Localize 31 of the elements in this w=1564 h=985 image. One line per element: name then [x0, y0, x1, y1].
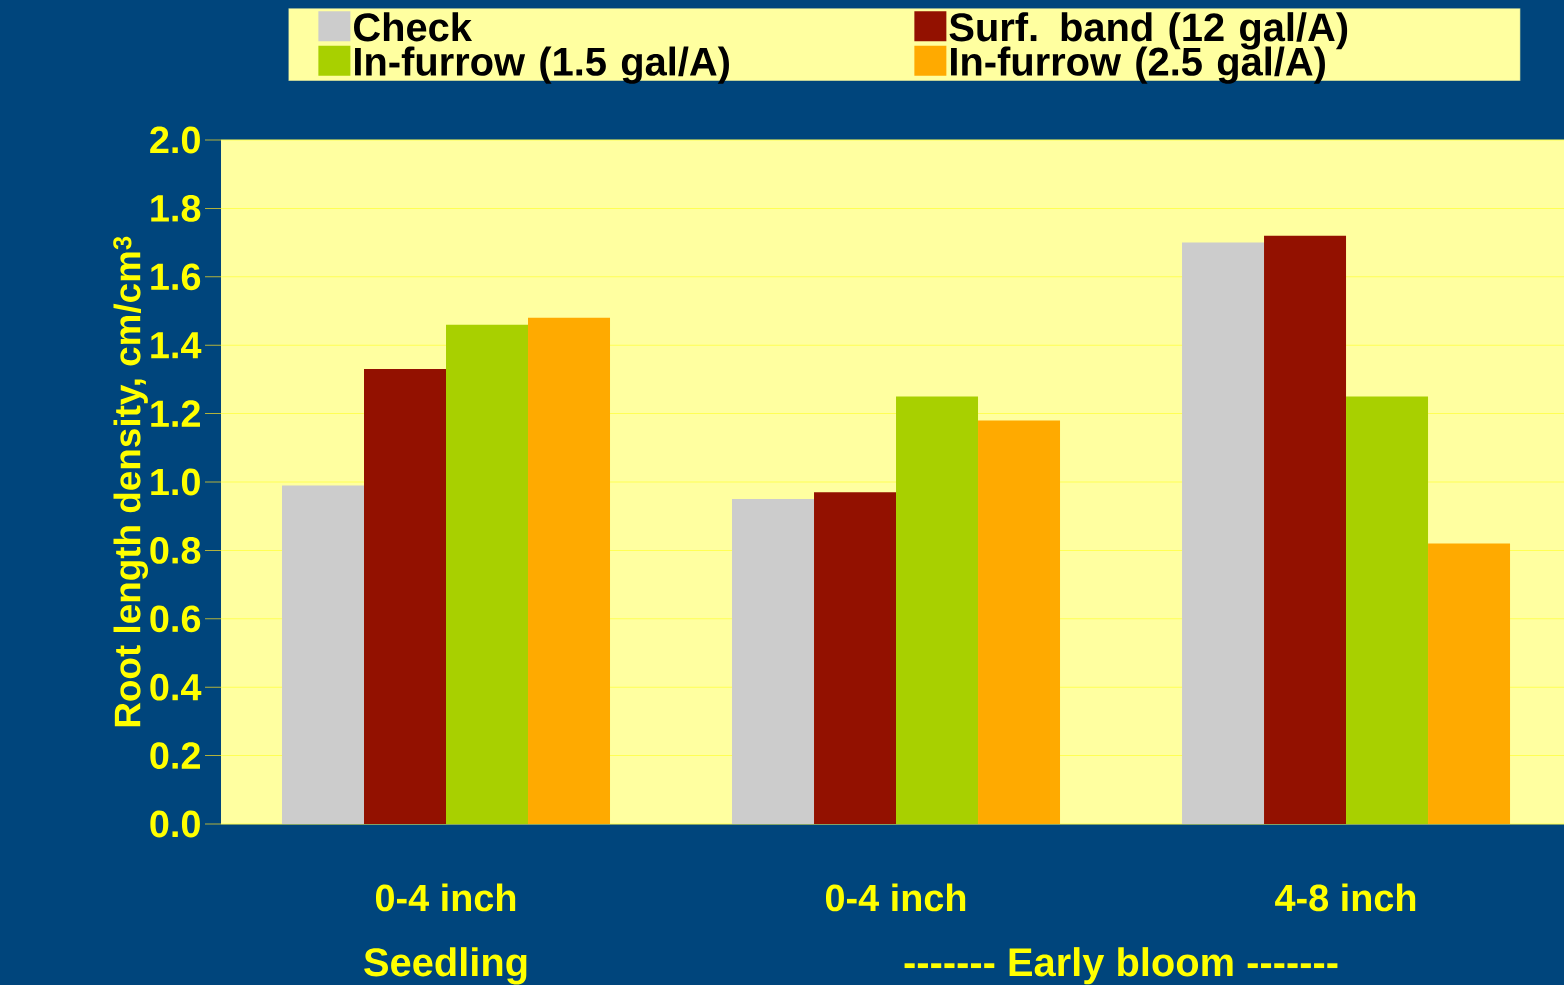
y-tick-label: 1.6: [151, 263, 201, 291]
bar: [282, 485, 365, 824]
y-tick-label: 0.4: [150, 673, 202, 701]
bar: [364, 369, 447, 824]
text: Seedling: [364, 947, 527, 985]
legend-label: Check: [354, 12, 473, 42]
y-tick-label: 0.0: [150, 810, 200, 838]
bar: [1428, 543, 1511, 824]
bar: [732, 499, 815, 824]
y-tick-label: 1.2: [151, 400, 200, 427]
y-axis-title: Root length density, cm/cm$^{3}$: [113, 236, 149, 727]
x-tick-label: 0-4 inch: [375, 883, 516, 912]
bar: [528, 317, 611, 824]
y-tick-label: 0.2: [150, 742, 200, 769]
y-tick-label: 1.8: [151, 194, 201, 222]
bar: [814, 492, 897, 824]
y-tick-label: 0.6: [150, 605, 201, 633]
y-tick-label: 1.0: [151, 468, 200, 496]
bar: [1264, 235, 1347, 824]
y-tick-label: 1.4: [151, 332, 202, 359]
bar: [446, 324, 529, 824]
text: ------- Early bloom -------: [904, 947, 1338, 985]
bar: [1182, 242, 1265, 824]
y-tick-label: 0.8: [150, 536, 201, 564]
legend-label: In-furrow (1.5 gal/A): [355, 46, 729, 84]
bar: [896, 396, 979, 824]
x-tick-label: 0-4 inch: [825, 883, 966, 912]
y-tick-label: 2.0: [150, 126, 200, 154]
bar: [978, 420, 1061, 824]
bar: [1346, 396, 1429, 824]
x-tick-label: 4-8 inch: [1275, 883, 1416, 912]
